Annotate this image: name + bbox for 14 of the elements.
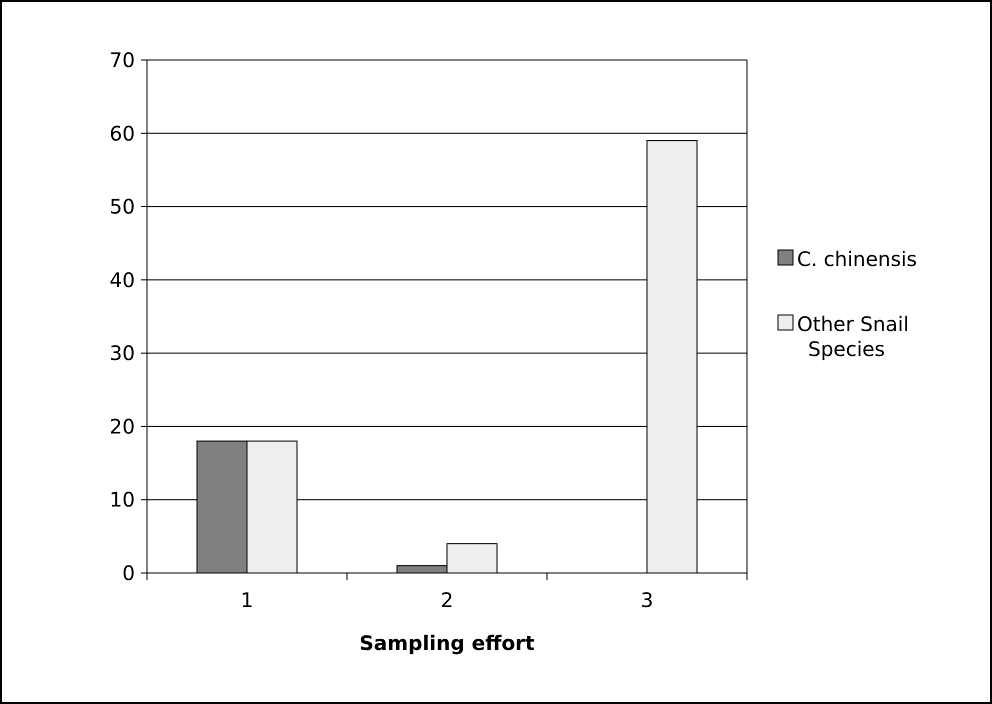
- y-tick-label: 50: [110, 194, 135, 219]
- y-tick-label: 40: [110, 268, 135, 292]
- y-tick-label: 70: [110, 48, 135, 72]
- x-tick-label: 1: [240, 588, 254, 612]
- legend-label: C. chinensis: [797, 247, 917, 271]
- x-axis-title: Sampling effort: [359, 631, 536, 655]
- y-tick-label: 20: [110, 414, 135, 438]
- y-tick-label: 10: [110, 488, 135, 512]
- y-tick-label: 30: [110, 341, 135, 366]
- x-tick-label: 2: [440, 588, 454, 612]
- x-tick-label: 3: [640, 588, 654, 612]
- y-tick-label: 0: [122, 561, 135, 585]
- legend-label: Other Snail Species: [797, 312, 909, 361]
- y-tick-label: 60: [110, 121, 135, 146]
